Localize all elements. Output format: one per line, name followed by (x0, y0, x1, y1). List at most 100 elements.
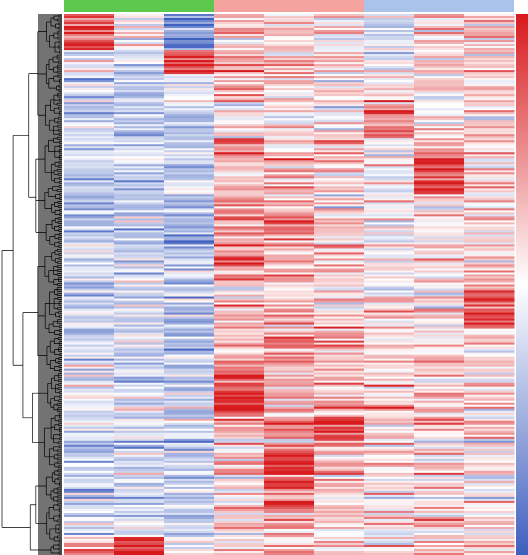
heatmap-cell (114, 490, 165, 494)
heatmap-cell (64, 386, 115, 390)
heatmap-cell (114, 44, 165, 47)
heatmap-cell (464, 108, 515, 111)
heatmap-cell (364, 290, 415, 293)
heatmap-cell (264, 346, 315, 350)
heatmap-cell (264, 110, 315, 113)
heatmap-cell (114, 298, 165, 301)
heatmap-cell (314, 520, 365, 524)
heatmap-cell (464, 422, 515, 426)
heatmap-cell (114, 124, 165, 127)
heatmap-cell (64, 448, 115, 452)
heatmap-cell (214, 460, 265, 464)
heatmap-cell (314, 292, 365, 295)
heatmap-cell (264, 158, 315, 161)
heatmap-cell (64, 528, 115, 532)
heatmap-cell (464, 154, 515, 157)
heatmap-cell (464, 450, 515, 454)
heatmap-cell (364, 92, 415, 95)
heatmap-cell (464, 254, 515, 257)
heatmap-cell (364, 284, 415, 287)
heatmap-cell (364, 148, 415, 151)
heatmap-cell (414, 532, 465, 536)
heatmap-cell (464, 216, 515, 219)
heatmap-cell (264, 448, 315, 452)
heatmap-cell (264, 154, 315, 157)
heatmap-cell (264, 224, 315, 227)
heatmap-cell (214, 508, 265, 512)
heatmap-cell (214, 418, 265, 422)
heatmap-cell (314, 14, 365, 17)
heatmap-cell (264, 304, 315, 307)
heatmap-cell (164, 430, 215, 434)
heatmap-cell (364, 116, 415, 119)
heatmap-cell (214, 236, 265, 239)
heatmap-cell (264, 364, 315, 368)
heatmap-cell (364, 486, 415, 490)
heatmap-cell (114, 534, 165, 538)
heatmap-cell (414, 462, 465, 466)
heatmap-cell (364, 548, 415, 552)
heatmap-cell (364, 44, 415, 47)
heatmap-cell (364, 230, 415, 233)
heatmap-cell (214, 442, 265, 446)
heatmap-cell (214, 234, 265, 237)
heatmap-cell (64, 350, 115, 354)
heatmap-cell (264, 50, 315, 53)
heatmap-cell (164, 86, 215, 89)
heatmap-cell (164, 98, 215, 101)
heatmap-cell (64, 318, 115, 321)
heatmap-cell (364, 364, 415, 368)
heatmap-cell (364, 124, 415, 127)
heatmap-cell (464, 34, 515, 37)
column-group-2 (214, 0, 364, 12)
heatmap-cell (414, 498, 465, 502)
heatmap-cell (264, 296, 315, 299)
heatmap-cell (364, 386, 415, 390)
heatmap-cell (164, 284, 215, 287)
heatmap-cell (264, 156, 315, 159)
heatmap-cell (214, 172, 265, 175)
heatmap-cell (414, 426, 465, 430)
colorbar (516, 14, 528, 555)
heatmap-cell (264, 38, 315, 41)
heatmap-cell (164, 156, 215, 159)
heatmap-cell (364, 520, 415, 524)
heatmap-cell (64, 460, 115, 464)
heatmap-cell (414, 374, 465, 378)
heatmap-cell (64, 474, 115, 478)
heatmap-cell (464, 240, 515, 243)
heatmap-cell (314, 52, 365, 55)
heatmap-cell (164, 232, 215, 235)
heatmap-cell (214, 526, 265, 530)
heatmap-cell (464, 438, 515, 442)
heatmap-cell (414, 454, 465, 458)
heatmap-cell (414, 72, 465, 75)
heatmap-cell (164, 244, 215, 247)
heatmap-cell (264, 356, 315, 360)
heatmap-cell (164, 256, 215, 259)
heatmap-cell (364, 550, 415, 554)
heatmap-cell (364, 470, 415, 474)
heatmap-cell (414, 16, 465, 19)
heatmap-cell (314, 46, 365, 49)
heatmap-cell (314, 498, 365, 502)
heatmap-cell (114, 396, 165, 400)
heatmap-cell (114, 456, 165, 460)
heatmap-cell (314, 246, 365, 249)
heatmap-cell (364, 314, 415, 317)
heatmap-cell (414, 354, 465, 358)
heatmap-cell (464, 534, 515, 538)
heatmap-cell (214, 186, 265, 189)
heatmap-cell (164, 398, 215, 402)
heatmap-cell (364, 254, 415, 257)
heatmap-cell (364, 104, 415, 107)
heatmap-cell (264, 524, 315, 528)
heatmap-cell (214, 536, 265, 540)
heatmap-cell (214, 520, 265, 524)
heatmap-cell (414, 210, 465, 213)
heatmap-cell (164, 512, 215, 516)
heatmap-cell (214, 386, 265, 390)
heatmap-cell (64, 410, 115, 414)
heatmap-cell (264, 198, 315, 201)
heatmap-cell (314, 426, 365, 430)
